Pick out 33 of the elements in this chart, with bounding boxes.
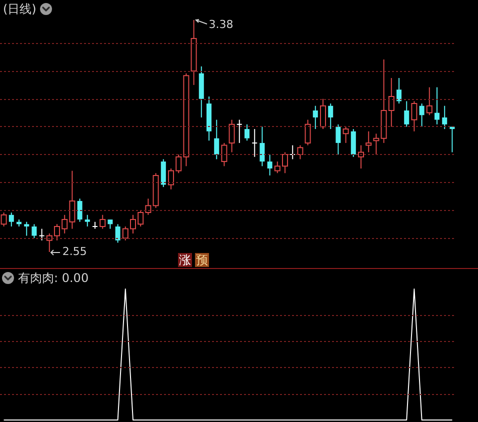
candlestick [108,219,113,230]
candlestick [419,103,424,128]
candlestick [115,224,120,244]
candlestick [77,198,82,222]
candlestick [38,228,45,241]
text: 涨 [178,253,192,267]
chart-title: 有肉肉: 0.00 [18,271,89,285]
candlestick [336,124,341,156]
candlestick [442,105,448,130]
candlestick [8,212,14,227]
candlestick [32,224,37,239]
candlestick [236,119,242,144]
chart-title: (日线) [3,2,36,16]
candlestick [350,128,356,158]
candlestick [434,86,440,125]
candlestick [404,100,410,128]
candlestick [214,119,220,160]
candlestick [312,105,318,130]
candlestick [244,124,250,142]
annotation: 2.55 [62,245,87,258]
candlestick [328,103,334,130]
candlestick [260,126,265,167]
candlestick [160,158,166,188]
candlestick [450,126,455,153]
candlestick [84,214,90,227]
candlestick [396,78,402,104]
candlestick [267,154,272,176]
candlestick [290,144,296,160]
candlestick [252,128,258,158]
text: 预 [195,253,209,267]
candlestick [373,133,380,156]
candlestick [24,221,30,236]
annotation: 3.38 [208,18,234,31]
